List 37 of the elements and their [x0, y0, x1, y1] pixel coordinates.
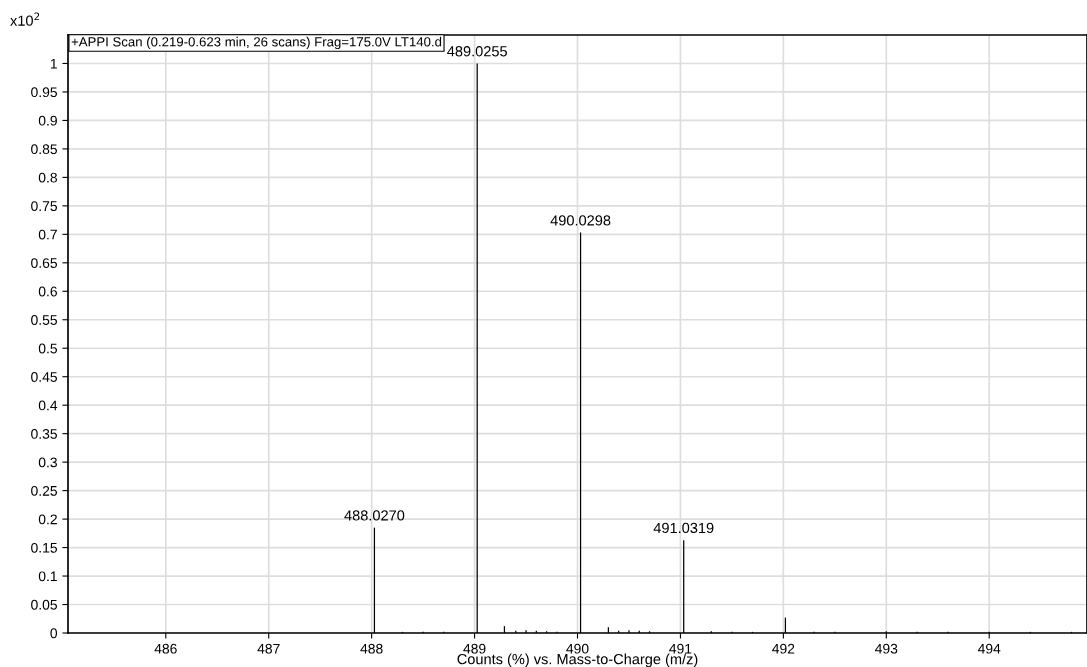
x-tick-label: 489: [463, 643, 486, 654]
x-tick-label: 494: [977, 643, 1001, 654]
annotation: 489.0255: [447, 46, 507, 57]
y-tick-label: 0.3: [38, 457, 57, 468]
y-tick-label: 1: [50, 58, 57, 69]
annotation: 491.0319: [653, 522, 714, 534]
y-tick-label: 0.15: [31, 542, 57, 553]
y-tick-label: 0.95: [31, 87, 57, 98]
y-tick-label: 0.65: [31, 258, 57, 268]
y-tick-label: 0.25: [31, 485, 57, 496]
y-tick-label: 0.35: [31, 429, 57, 439]
y-tick-label: 0.75: [31, 201, 57, 212]
x-tick-label: 491: [669, 643, 692, 654]
y-tick-label: 0.9: [38, 115, 57, 126]
y-tick-label: 0.05: [31, 599, 57, 610]
x-tick-label: 488: [360, 643, 383, 654]
y-tick-label: 0.7: [38, 229, 57, 240]
y-tick-label: 0.2: [38, 514, 57, 525]
x-tick-label: 492: [772, 643, 795, 654]
annotation: 488.0270: [344, 510, 405, 521]
x-axis-title: Counts (%) vs. Mass-to-Charge (m/z): [457, 653, 698, 667]
y-tick-label: 0: [50, 628, 58, 639]
y-tick-label: 0.8: [38, 172, 57, 183]
y-tick-label: 0.5: [38, 343, 57, 354]
y-tick-label: 0.6: [38, 286, 57, 297]
annotation: 490.0298: [550, 215, 611, 226]
x-tick-label: 486: [154, 643, 177, 654]
text: x10$^{2}$: [10, 12, 40, 26]
y-tick-label: 0.45: [31, 372, 57, 382]
x-tick-label: 493: [875, 643, 898, 654]
x-tick-label: 487: [257, 643, 280, 654]
y-tick-label: 0.85: [31, 144, 57, 155]
y-tick-label: 0.4: [38, 400, 58, 411]
y-tick-label: 0.55: [31, 315, 57, 325]
chart-title: +APPI Scan (0.219-0.623 min, 26 scans) Frag=175.0V LT140.d: [71, 36, 442, 50]
y-tick-label: 0.1: [38, 571, 57, 582]
x-tick-label: 490: [566, 643, 589, 654]
